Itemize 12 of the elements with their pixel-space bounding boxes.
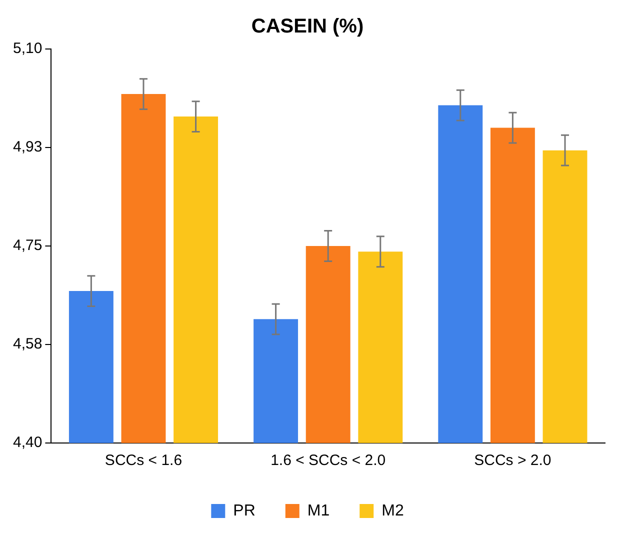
legend-label: M1 bbox=[307, 502, 330, 520]
legend-label: M2 bbox=[382, 502, 404, 520]
x-tick-label: SCCs < 1.6 bbox=[104, 452, 182, 470]
y-tick-label: 4,58 bbox=[12, 336, 42, 353]
legend-label: PR bbox=[233, 502, 256, 520]
y-tick-label: 4,93 bbox=[12, 138, 42, 156]
y-tick-label: 5,10 bbox=[12, 40, 42, 58]
y-tick-label: 4,75 bbox=[12, 237, 42, 254]
chart-title: CASEIN (%) bbox=[251, 16, 364, 38]
x-tick-label: 1.6 < SCCs < 2.0 bbox=[270, 452, 386, 470]
y-tick-label: 4,40 bbox=[12, 434, 42, 452]
x-tick-label: SCCs > 2.0 bbox=[474, 452, 552, 470]
